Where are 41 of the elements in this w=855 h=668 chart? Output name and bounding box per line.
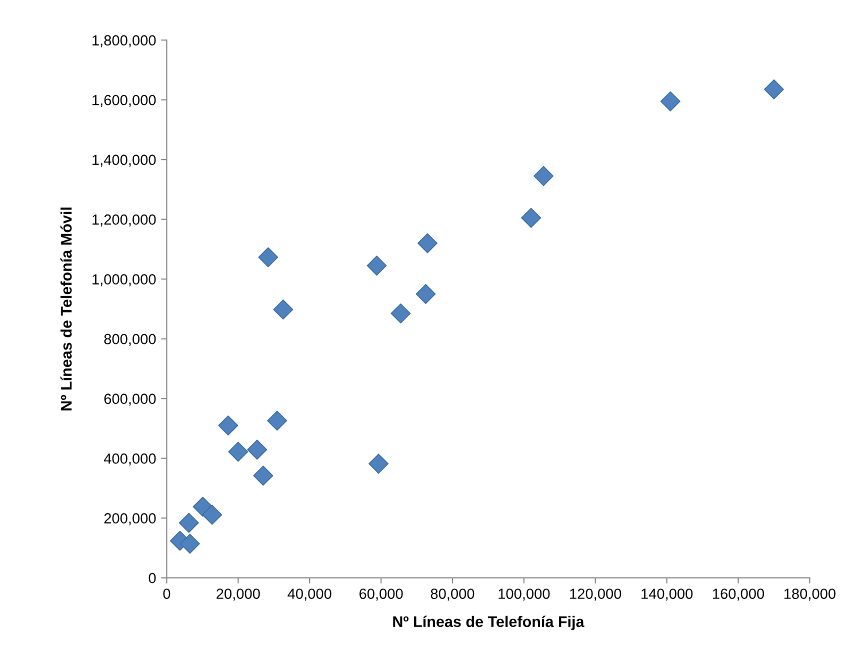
y-tick-label: 1,000,000 [92,274,156,286]
point [273,300,294,320]
y-tick-label: 800,000 [104,334,156,346]
point [247,440,268,460]
x-tick-label: 80,000 [430,588,474,601]
x-axis-title: Nº Líneas de Telefonía Fija [393,616,584,630]
y-tick-label: 200,000 [104,513,156,526]
x-tick-label: 140,000 [642,588,693,601]
y-tick-label: 1,800,000 [92,35,156,48]
x-tick-label: 100,000 [498,588,550,601]
point [764,79,784,100]
x-tick-label: 40,000 [288,588,332,601]
point [178,512,199,533]
x-tick-label: 0 [163,588,170,599]
point [390,303,411,324]
point [253,466,274,486]
x-tick-label: 120,000 [570,588,622,601]
point [534,166,554,186]
point [202,504,222,525]
y-tick-label: 1,200,000 [92,214,156,226]
point [228,442,248,462]
point [416,284,436,304]
x-tick-label: 20,000 [216,588,260,601]
point [180,534,200,554]
point [366,256,387,276]
point [258,247,278,268]
y-axis-title: Nº Líneas de Telefonía Móvil [60,208,72,410]
point [218,415,238,436]
point [368,454,389,474]
x-tick-label: 180,000 [784,588,836,601]
point [267,410,288,431]
y-tick-label: 1,400,000 [92,154,156,167]
y-tick-label: 0 [148,572,156,584]
x-tick-label: 160,000 [713,588,764,601]
x-tick-label: 60,000 [359,588,403,601]
y-tick-label: 1,600,000 [92,94,156,107]
y-tick-label: 400,000 [104,453,156,466]
y-tick-label: 600,000 [104,394,156,406]
point [660,91,680,112]
point [521,208,542,228]
point [417,233,438,254]
